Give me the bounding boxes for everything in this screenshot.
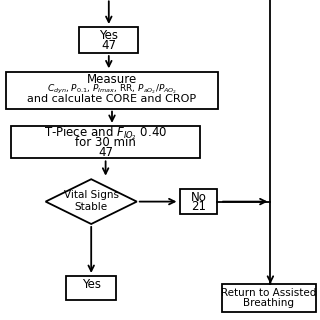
- Text: Breathing: Breathing: [243, 298, 294, 308]
- Text: T-Piece and $F_{IO_2}$ 0.40: T-Piece and $F_{IO_2}$ 0.40: [44, 125, 167, 142]
- Text: 21: 21: [191, 200, 206, 213]
- Bar: [11, 126, 200, 158]
- Bar: [221, 284, 316, 312]
- Bar: [180, 189, 217, 214]
- Bar: [6, 72, 218, 109]
- Text: Yes: Yes: [99, 29, 118, 42]
- Text: 47: 47: [101, 39, 116, 52]
- Text: Yes: Yes: [82, 278, 101, 291]
- Text: Return to Assisted: Return to Assisted: [221, 288, 316, 298]
- Bar: [67, 276, 116, 300]
- Text: Measure: Measure: [87, 73, 137, 86]
- Text: for 30 min: for 30 min: [75, 136, 136, 149]
- Text: 47: 47: [98, 146, 113, 158]
- Text: and calculate CORE and CROP: and calculate CORE and CROP: [28, 94, 196, 104]
- Text: Stable: Stable: [75, 202, 108, 212]
- Polygon shape: [45, 179, 137, 224]
- Text: $C_{dyn}$, $P_{0.1}$, $P_{Imax}$, RR, $P_{aO_2}$/$P_{AO_2}$: $C_{dyn}$, $P_{0.1}$, $P_{Imax}$, RR, $P…: [47, 83, 177, 96]
- Text: No: No: [190, 191, 206, 204]
- Text: Vital Signs: Vital Signs: [64, 190, 119, 200]
- Bar: [79, 27, 138, 53]
